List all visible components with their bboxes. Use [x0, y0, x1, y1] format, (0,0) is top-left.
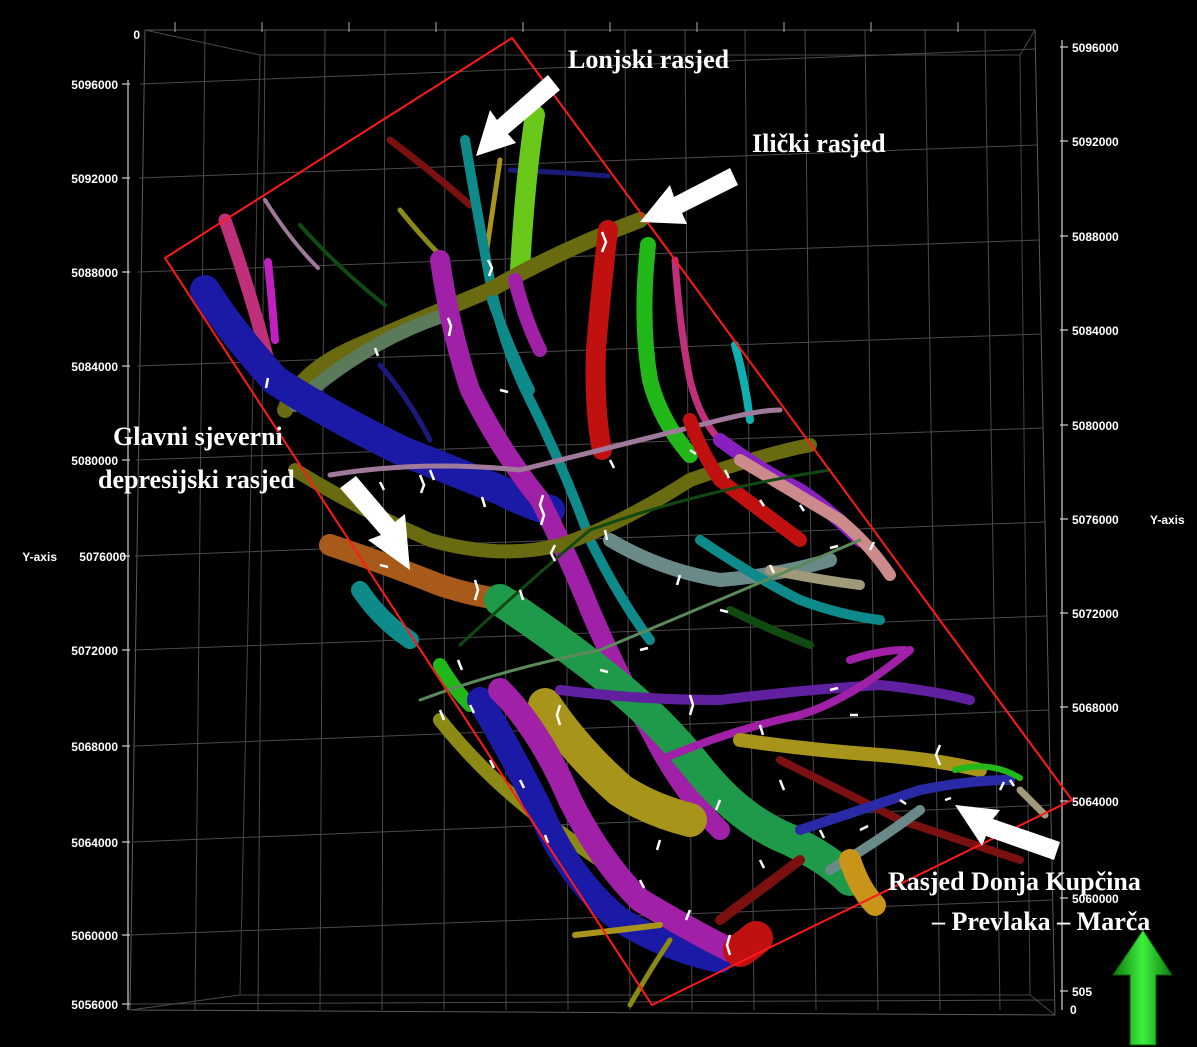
fault-surface — [734, 454, 896, 581]
fault-surface — [572, 922, 663, 938]
right-tick: 5088000 — [1072, 230, 1119, 244]
arrow-lonjski-icon — [476, 75, 560, 156]
left-tick: 5076000 — [79, 550, 126, 564]
fault-surface — [683, 413, 807, 547]
study-area-outline — [163, 36, 1074, 1007]
fault-surface — [555, 679, 975, 706]
fault-surface — [351, 581, 419, 649]
left-axis-line — [122, 80, 130, 1010]
left-tick: 5060000 — [71, 929, 118, 943]
fault-surface — [839, 849, 886, 916]
fault-surface — [1016, 786, 1049, 819]
left-tick: 5096000 — [71, 78, 118, 92]
arrow-ilicki-icon — [640, 168, 738, 224]
z-bottom-label: 0 — [1070, 1003, 1077, 1017]
fault-surface — [190, 275, 565, 525]
fault-surface — [458, 468, 832, 647]
right-axis-name: Y-axis — [1150, 513, 1185, 527]
right-tick: 505 — [1072, 985, 1092, 999]
fault-surface — [952, 763, 1023, 781]
left-tick: 5092000 — [71, 172, 118, 186]
fault-surface — [733, 733, 987, 777]
left-tick: 5088000 — [71, 266, 118, 280]
fault-surface — [671, 256, 724, 444]
fault-surface — [585, 220, 618, 460]
label-glavni-line2: depresijski rasjed — [98, 465, 295, 494]
label-glavni-line1: Glavni sjeverni — [113, 422, 283, 451]
north-arrow-icon — [1112, 929, 1173, 1046]
fault-surface — [460, 135, 655, 645]
right-tick: 5068000 — [1072, 701, 1119, 715]
left-tick: 5064000 — [71, 836, 118, 850]
fault-surface — [795, 775, 1015, 835]
right-tick: 5096000 — [1072, 41, 1119, 55]
arrow-glavni-icon — [340, 476, 410, 570]
fault-surface — [263, 198, 320, 270]
fault-surface — [418, 538, 862, 702]
fault-surface — [488, 678, 742, 962]
fault-surface — [397, 207, 443, 258]
fault-surface — [656, 646, 914, 764]
right-tick: 5084000 — [1072, 324, 1119, 338]
fault-surface — [327, 407, 783, 478]
left-axis-name: Y-axis — [22, 550, 57, 564]
fault-surface — [723, 921, 773, 967]
fault-surface — [218, 213, 275, 367]
fault-surface — [483, 157, 503, 258]
fault-surface — [715, 855, 805, 925]
annotation-arrows — [340, 75, 1060, 860]
fault-surfaces — [190, 105, 1049, 1008]
fault-surface — [508, 273, 547, 357]
right-tick: 5076000 — [1072, 513, 1119, 527]
left-tick: 5080000 — [71, 454, 118, 468]
fault-surface — [603, 533, 837, 588]
fault-surface — [765, 565, 865, 590]
fault-surface — [377, 362, 433, 443]
fault-surface — [528, 688, 707, 837]
label-donja-line1: Rasjed Donja Kupčina — [888, 867, 1141, 896]
fault-surface — [484, 584, 866, 896]
z-top-label: 0 — [133, 28, 140, 42]
annotation-labels: Lonjski rasjed Ilički rasjed Glavni sjev… — [98, 45, 1150, 936]
fault-surface — [695, 535, 885, 625]
label-donja-line2: – Prevlaka – Marča — [931, 907, 1150, 936]
fault-surface — [726, 606, 814, 649]
right-tick: 5080000 — [1072, 419, 1119, 433]
left-axis-labels: 0 5096000 5092000 5088000 5084000 508000… — [22, 28, 140, 1012]
right-tick: 5072000 — [1072, 607, 1119, 621]
arrow-donja-icon — [955, 805, 1060, 860]
right-axis-labels: 5096000 5092000 5088000 5084000 5080000 … — [1070, 41, 1185, 1017]
left-tick: 5072000 — [71, 644, 118, 658]
label-ilicki-rasjed: Ilički rasjed — [752, 129, 886, 158]
top-axis-ticks — [174, 22, 959, 32]
left-tick: 5068000 — [71, 740, 118, 754]
intersection-marks — [264, 231, 1016, 956]
right-axis-line — [1060, 40, 1068, 1010]
label-lonjski-rasjed: Lonjski rasjed — [568, 45, 730, 74]
fault-surface — [298, 223, 387, 307]
fault-surface — [510, 105, 545, 280]
right-tick: 5064000 — [1072, 795, 1119, 809]
fault-surface — [846, 646, 909, 664]
fault-surface — [487, 295, 535, 395]
fault-surface — [627, 937, 673, 1008]
fault-surface — [386, 136, 474, 209]
right-tick: 5060000 — [1072, 892, 1119, 906]
left-tick: 5084000 — [71, 360, 118, 374]
left-tick: 5056000 — [71, 998, 118, 1012]
fault-surface — [264, 258, 279, 344]
right-tick: 5092000 — [1072, 135, 1119, 149]
